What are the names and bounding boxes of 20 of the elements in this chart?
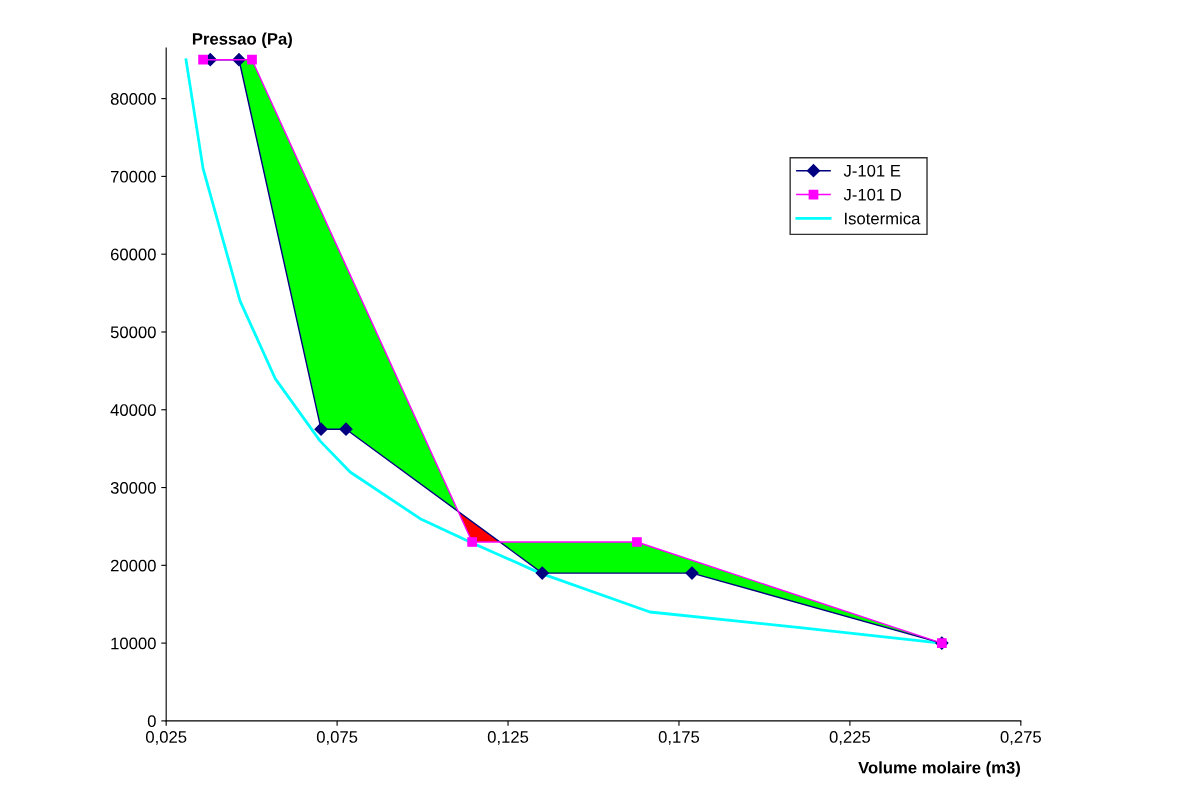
legend-label: J-101 E (843, 164, 901, 177)
x-tick-label: 0,075 (316, 731, 358, 745)
y-tick-label: 50000 (110, 326, 156, 339)
x-tick-label: 0,275 (1000, 731, 1041, 745)
y-tick-label: 80000 (110, 93, 156, 105)
y-tick-label: 10000 (111, 637, 156, 650)
x-tick-label: 0,175 (658, 731, 700, 745)
legend-label: J-101 D (843, 188, 902, 201)
y-tick-label: 0 (147, 715, 156, 728)
y-tick-label: 20000 (110, 559, 156, 572)
legend-label: Isotermica (845, 212, 921, 225)
x-tick-label: 0,225 (829, 731, 871, 745)
x-tick-label: 0,125 (487, 731, 529, 745)
y-tick-label: 40000 (110, 404, 156, 416)
y-axis-title: Pressao (Pa) (192, 32, 292, 49)
x-axis-title: Volume molaire (m3) (858, 761, 1020, 777)
y-tick-label: 70000 (110, 170, 156, 183)
x-tick-label: 0,025 (145, 731, 187, 745)
y-tick-label: 30000 (110, 481, 156, 494)
y-tick-label: 60000 (110, 248, 156, 261)
